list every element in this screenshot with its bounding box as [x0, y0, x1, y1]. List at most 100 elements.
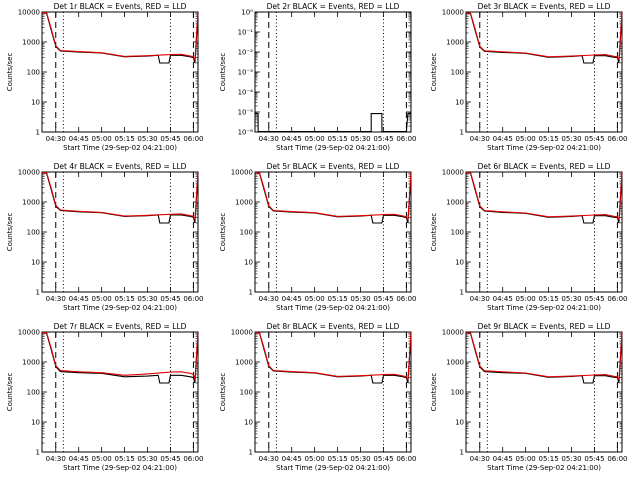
y-tick-label: 1 [460, 129, 464, 137]
x-tick-label: 05:45 [160, 455, 180, 463]
detector-panel-2: Det 2r BLACK = Events, RED = LLD 10⁻⁶ 10⁻⁵… [219, 2, 417, 152]
y-tick-label: 100 [240, 389, 253, 397]
y-tick-label: 10⁻⁴ [238, 89, 254, 97]
x-tick-label: 05:30 [137, 135, 157, 143]
series-lld [41, 11, 199, 61]
panel-title: Det 4r BLACK = Events, RED = LLD [54, 162, 187, 171]
panel-title: Det 6r BLACK = Events, RED = LLD [478, 162, 611, 171]
y-tick-label: 1 [460, 289, 464, 297]
y-axis-label: Counts/sec [219, 53, 227, 92]
x-axis-label: Start Time (29-Sep-02 04:21:00) [487, 304, 601, 312]
x-tick-label: 04:30 [259, 135, 279, 143]
y-tick-label: 100 [27, 389, 40, 397]
x-tick-label: 05:30 [137, 455, 157, 463]
x-tick-label: 04:45 [493, 295, 513, 303]
series-events [465, 11, 623, 64]
x-tick-label: 04:45 [69, 135, 89, 143]
panel-title: Det 3r BLACK = Events, RED = LLD [478, 2, 611, 11]
x-tick-label: 05:15 [538, 135, 558, 143]
x-tick-label: 05:00 [516, 295, 536, 303]
panel-title: Det 2r BLACK = Events, RED = LLD [267, 2, 400, 11]
series-events [465, 171, 623, 224]
detector-panel-7: Det 7r BLACK = Events, RED = LLD 1 10 100 10… [6, 322, 204, 472]
x-axis-label: Start Time (29-Sep-02 04:21:00) [276, 144, 390, 152]
x-tick-label: 04:45 [69, 295, 89, 303]
x-axis-label: Start Time (29-Sep-02 04:21:00) [276, 304, 390, 312]
x-axis-label: Start Time (29-Sep-02 04:21:00) [63, 464, 177, 472]
x-tick-label: 05:15 [327, 295, 347, 303]
y-tick-label: 100 [451, 69, 464, 77]
x-tick-label: 04:45 [493, 455, 513, 463]
x-tick-label: 05:30 [350, 295, 370, 303]
x-tick-label: 05:00 [92, 135, 112, 143]
y-axis-label: Counts/sec [219, 213, 227, 252]
x-axis-label: Start Time (29-Sep-02 04:21:00) [487, 464, 601, 472]
y-tick-label: 100 [451, 229, 464, 237]
y-tick-label: 1 [460, 449, 464, 457]
series-lld [254, 331, 412, 381]
x-tick-label: 05:45 [584, 295, 604, 303]
y-axis-label: Counts/sec [219, 373, 227, 412]
x-tick-label: 05:15 [114, 455, 134, 463]
panel-title: Det 5r BLACK = Events, RED = LLD [267, 162, 400, 171]
y-axis-label: Counts/sec [430, 53, 438, 92]
x-tick-label: 04:45 [493, 135, 513, 143]
y-tick-label: 10000 [231, 329, 253, 337]
series-lld [465, 331, 623, 381]
x-tick-label: 06:00 [183, 295, 203, 303]
x-tick-label: 06:00 [607, 135, 627, 143]
y-tick-label: 10 [31, 259, 40, 267]
x-tick-label: 05:15 [327, 455, 347, 463]
x-tick-label: 05:00 [516, 455, 536, 463]
y-axis-label: Counts/sec [6, 213, 14, 252]
y-axis-label: Counts/sec [6, 53, 14, 92]
x-axis-label: Start Time (29-Sep-02 04:21:00) [63, 304, 177, 312]
y-tick-label: 10 [31, 99, 40, 107]
y-tick-label: 1000 [446, 199, 464, 207]
x-tick-label: 05:30 [350, 135, 370, 143]
x-tick-label: 05:00 [305, 135, 325, 143]
x-tick-label: 06:00 [607, 295, 627, 303]
detector-panel-8: Det 8r BLACK = Events, RED = LLD 1 10 100 10… [219, 322, 417, 472]
x-tick-label: 05:00 [92, 295, 112, 303]
x-tick-label: 05:45 [584, 135, 604, 143]
panel-title: Det 1r BLACK = Events, RED = LLD [54, 2, 187, 11]
plot-frame [465, 331, 623, 453]
x-tick-label: 05:30 [137, 295, 157, 303]
plot-frame [465, 11, 623, 133]
panel-title: Det 7r BLACK = Events, RED = LLD [54, 322, 187, 331]
y-tick-label: 10000 [231, 169, 253, 177]
y-tick-label: 10⁻¹ [238, 29, 254, 37]
x-tick-label: 04:30 [259, 295, 279, 303]
y-tick-label: 10 [455, 419, 464, 427]
x-tick-label: 04:30 [259, 455, 279, 463]
series-lld [465, 171, 623, 221]
x-tick-label: 05:45 [373, 135, 393, 143]
y-tick-label: 1000 [235, 359, 253, 367]
x-tick-label: 06:00 [183, 135, 203, 143]
detector-panel-9: Det 9r BLACK = Events, RED = LLD 1 10 100 10… [430, 322, 628, 472]
x-tick-label: 04:30 [470, 295, 490, 303]
series-lld [254, 171, 412, 221]
x-tick-label: 04:45 [282, 455, 302, 463]
y-tick-label: 100 [27, 229, 40, 237]
detector-panel-4: Det 4r BLACK = Events, RED = LLD 1 10 100 10… [6, 162, 204, 312]
x-tick-label: 05:45 [160, 135, 180, 143]
panel-title: Det 8r BLACK = Events, RED = LLD [267, 322, 400, 331]
y-tick-label: 100 [240, 229, 253, 237]
x-tick-label: 06:00 [183, 455, 203, 463]
x-tick-label: 05:15 [327, 135, 347, 143]
x-tick-label: 05:30 [561, 455, 581, 463]
detector-panel-1: Det 1r BLACK = Events, RED = LLD 1 10 100 10… [6, 2, 204, 152]
series-events [465, 331, 623, 384]
y-tick-label: 1000 [22, 359, 40, 367]
y-tick-label: 10 [244, 259, 253, 267]
x-tick-label: 05:45 [373, 295, 393, 303]
y-tick-label: 1 [36, 449, 40, 457]
x-tick-label: 04:45 [69, 455, 89, 463]
y-tick-label: 10⁻⁶ [238, 129, 254, 137]
y-tick-label: 1 [36, 129, 40, 137]
y-tick-label: 1000 [446, 39, 464, 47]
y-tick-label: 10⁻³ [238, 69, 254, 77]
x-tick-label: 04:30 [470, 455, 490, 463]
